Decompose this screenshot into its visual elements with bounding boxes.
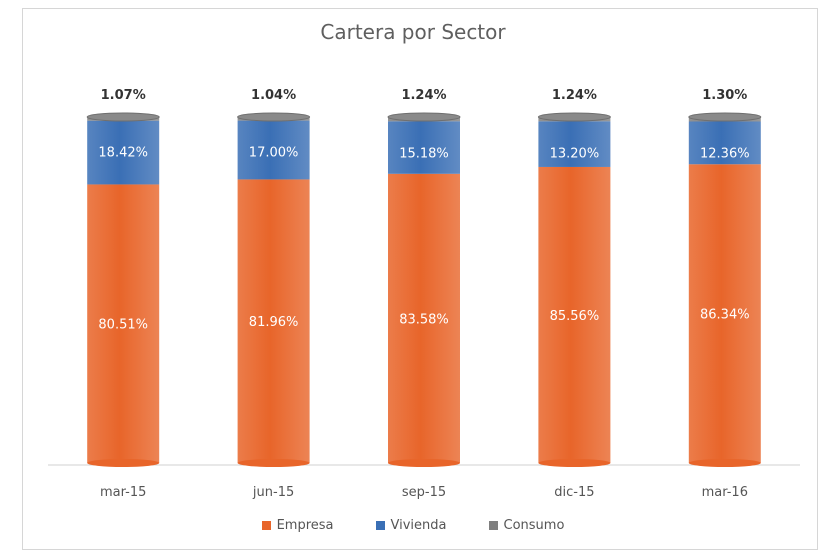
data-label-empresa: 80.51%: [98, 318, 148, 333]
legend-item-empresa: Empresa: [261, 518, 334, 533]
legend-swatch-consumo: [488, 521, 498, 530]
bar-segment-empresa: [688, 164, 761, 463]
bar-base: [388, 459, 460, 467]
data-label-vivienda: 12.36%: [700, 146, 750, 161]
bar-segment-vivienda: [87, 120, 160, 185]
bar-top-cap: [387, 112, 461, 122]
legend-swatch-vivienda: [375, 521, 385, 530]
bar-group: [86, 112, 160, 467]
bar-base: [688, 459, 761, 467]
chart-title: Cartera por Sector: [320, 20, 506, 44]
data-label-vivienda: 18.42%: [98, 146, 148, 161]
legend-item-vivienda: Vivienda: [375, 518, 447, 533]
data-label-vivienda: 15.18%: [399, 146, 449, 161]
data-label-consumo: 1.30%: [702, 88, 747, 103]
bar-top-cap: [86, 112, 160, 122]
bar-segment-vivienda: [688, 121, 761, 165]
legend-swatch-empresa: [261, 521, 271, 530]
legend-label-consumo: Consumo: [503, 518, 565, 533]
data-label-vivienda: 17.00%: [249, 146, 299, 161]
bar-base: [87, 459, 160, 467]
bar-segment-vivienda: [388, 121, 460, 174]
bar-segment-empresa: [538, 166, 611, 463]
bar-top-cap: [537, 112, 611, 122]
bar-top-cap: [688, 112, 762, 122]
legend-item-consumo: Consumo: [488, 518, 565, 533]
bar-segment-empresa: [87, 184, 160, 463]
bar-base: [237, 459, 310, 467]
x-tick-label: mar-16: [702, 485, 748, 500]
x-tick-label: jun-15: [252, 485, 294, 500]
data-label-consumo: 1.24%: [401, 88, 446, 103]
bar-group: [387, 112, 461, 467]
data-label-consumo: 1.07%: [101, 88, 146, 103]
bar-segment-vivienda: [237, 120, 310, 180]
data-label-consumo: 1.04%: [251, 88, 296, 103]
data-label-empresa: 83.58%: [399, 312, 449, 327]
bar-segment-vivienda: [538, 121, 611, 167]
data-label-empresa: 85.56%: [550, 309, 600, 324]
bar-group: [537, 112, 611, 467]
data-label-vivienda: 13.20%: [550, 146, 600, 161]
bar-base: [538, 459, 611, 467]
bar-segment-empresa: [388, 173, 460, 463]
x-tick-label: dic-15: [554, 485, 594, 500]
chart-legend: Empresa Vivienda Consumo: [0, 518, 826, 533]
bar-group: [237, 112, 311, 467]
legend-label-vivienda: Vivienda: [390, 518, 447, 533]
data-label-empresa: 81.96%: [249, 315, 299, 330]
bar-group: [688, 112, 762, 467]
legend-label-empresa: Empresa: [276, 518, 334, 533]
data-label-empresa: 86.34%: [700, 308, 750, 323]
bar-top-cap: [237, 112, 311, 122]
x-tick-label: mar-15: [100, 485, 146, 500]
x-tick-label: sep-15: [402, 485, 446, 500]
bar-segment-empresa: [237, 179, 310, 463]
data-label-consumo: 1.24%: [552, 88, 597, 103]
